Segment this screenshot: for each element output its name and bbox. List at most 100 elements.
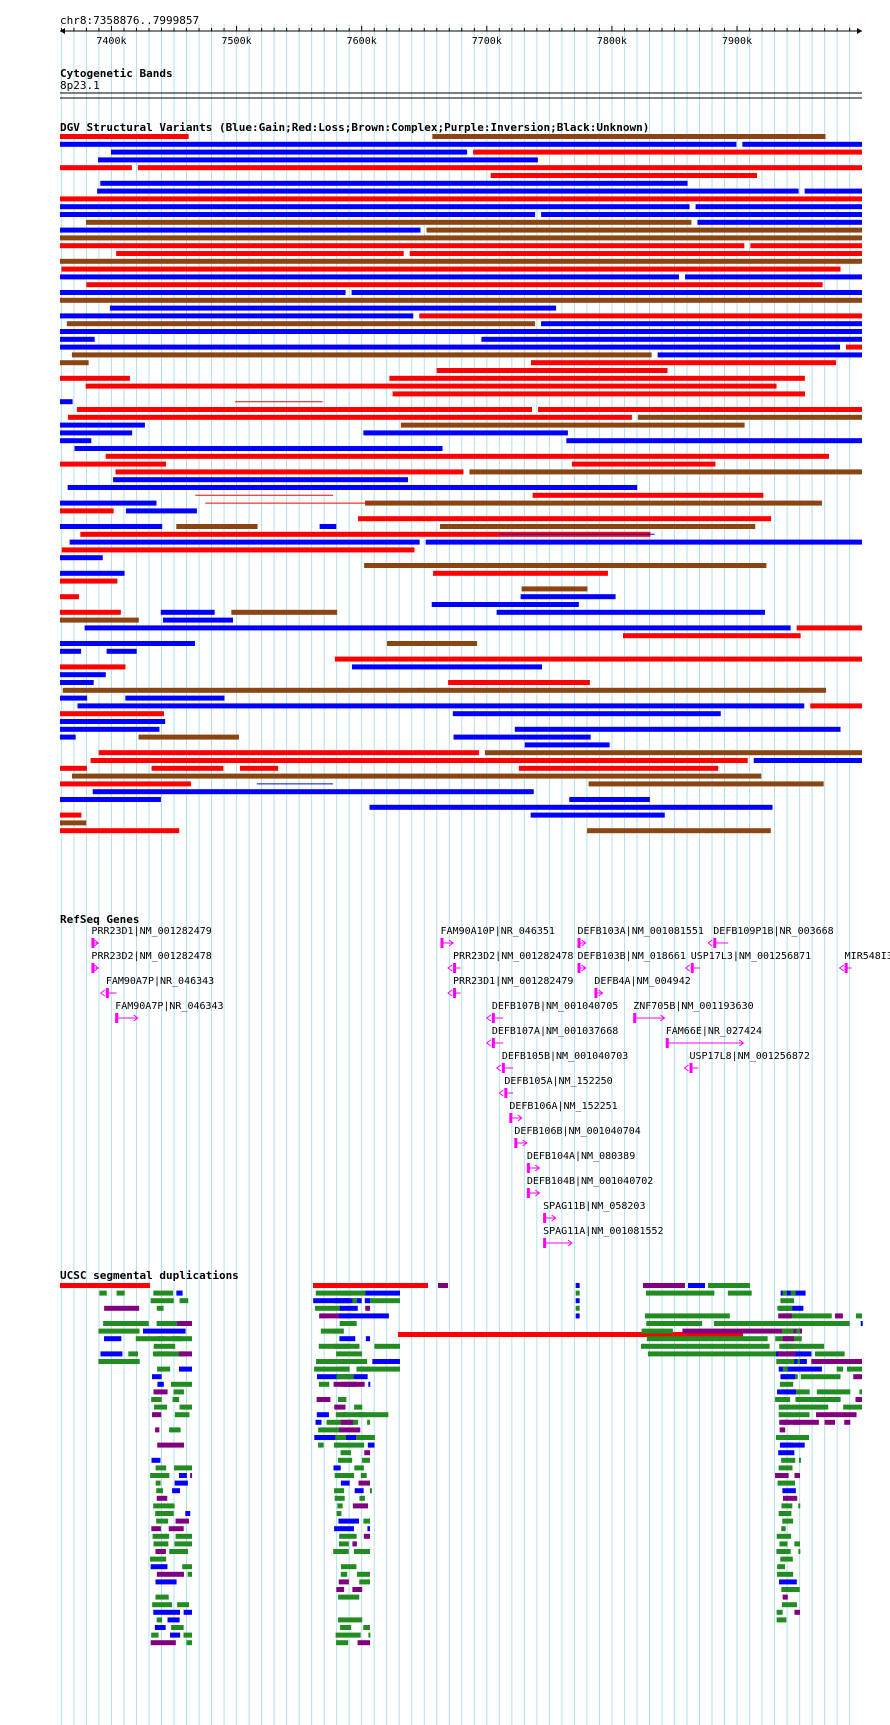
refseq-track-title[interactable]: RefSeq Genes — [60, 913, 140, 926]
segdup-purple-bar[interactable] — [438, 1283, 448, 1288]
sv-complex-bar[interactable] — [60, 360, 89, 366]
sv-loss-bar[interactable] — [60, 508, 114, 514]
segdup-green-bar[interactable] — [781, 1457, 796, 1463]
segdup-green-bar[interactable] — [338, 1541, 349, 1547]
segdup-purple-bar[interactable] — [781, 1419, 819, 1425]
sv-loss-bar[interactable] — [60, 578, 118, 584]
sv-gain-bar[interactable] — [109, 305, 557, 311]
segdup-green-bar[interactable] — [182, 1564, 192, 1570]
segdup-green-bar[interactable] — [335, 1442, 365, 1448]
sv-gain-bar[interactable] — [60, 500, 157, 506]
segdup-blue-bar[interactable] — [367, 1442, 375, 1448]
sv-gain-bar[interactable] — [452, 711, 721, 717]
segdup-green-bar[interactable] — [174, 1541, 192, 1547]
sv-loss-bar[interactable] — [389, 375, 805, 381]
sv-gain-bar[interactable] — [60, 570, 125, 576]
sv-gain-bar[interactable] — [566, 438, 862, 444]
sv-complex-bar[interactable] — [176, 524, 258, 529]
segdup-green-bar[interactable] — [798, 1457, 801, 1463]
segdup-green-bar[interactable] — [186, 1640, 192, 1646]
segdup-green-bar[interactable] — [99, 1290, 107, 1296]
segdup-blue-bar[interactable] — [100, 1351, 123, 1357]
segdup-purple-bar[interactable] — [157, 1442, 185, 1448]
sv-gain-bar[interactable] — [160, 609, 215, 615]
segdup-green-bar[interactable] — [356, 1571, 370, 1577]
segdup-green-bar[interactable] — [151, 1632, 159, 1638]
sv-gain-bar[interactable] — [92, 789, 534, 795]
sv-gain-bar[interactable] — [60, 438, 92, 444]
segdup-purple-bar[interactable] — [155, 1427, 160, 1433]
segdup-blue-bar[interactable] — [154, 1625, 166, 1630]
segdup-green-bar[interactable] — [171, 1336, 192, 1342]
sv-gain-bar[interactable] — [60, 313, 414, 319]
segdup-blue-bar[interactable] — [150, 1564, 168, 1570]
segdup-purple-bar[interactable] — [358, 1480, 370, 1486]
gene-exon[interactable] — [543, 1238, 547, 1248]
segdup-green-bar[interactable] — [816, 1389, 851, 1395]
refseq-genes-track[interactable]: PRR23D1|NM_001282479 PRR23D2|NM_001282478… — [91, 926, 890, 1248]
segdup-green-bar[interactable] — [154, 1404, 168, 1410]
segdup-blue-bar[interactable] — [153, 1609, 180, 1615]
segdup-green-bar[interactable] — [798, 1503, 801, 1509]
gene-label[interactable]: PRR23D2|NM_001282478 — [91, 951, 211, 962]
segdup-green-bar[interactable] — [156, 1488, 164, 1494]
gene-label[interactable]: DEFB105A|NM_152250 — [504, 1076, 612, 1087]
sv-loss-bar[interactable] — [151, 765, 224, 771]
segdup-green-bar[interactable] — [798, 1549, 801, 1554]
sv-gain-bar[interactable] — [60, 680, 94, 685]
sv-loss-bar[interactable] — [409, 251, 862, 256]
segdup-blue-bar[interactable] — [364, 1298, 370, 1304]
segdup-green-bar[interactable] — [353, 1549, 370, 1554]
segdup-purple-bar[interactable] — [811, 1359, 862, 1364]
sv-gain-bar[interactable] — [496, 609, 765, 615]
sv-gain-bar[interactable] — [657, 352, 862, 358]
segdup-green-bar[interactable] — [155, 1511, 174, 1516]
sv-loss-bar[interactable] — [490, 173, 758, 178]
segdup-blue-bar[interactable] — [183, 1609, 192, 1615]
sv-loss-bar[interactable] — [392, 391, 806, 397]
segdup-green-bar[interactable] — [777, 1305, 793, 1311]
sv-loss-bar[interactable] — [61, 547, 415, 553]
sv-loss-bar[interactable] — [433, 570, 608, 576]
segdup-green-bar[interactable] — [778, 1465, 793, 1471]
segdup-red-bar[interactable] — [60, 1283, 150, 1288]
segdup-purple-bar[interactable] — [782, 1594, 788, 1600]
gene-label[interactable]: SPAG11B|NM_058203 — [543, 1201, 645, 1212]
cytoband-track-title[interactable]: Cytogenetic Bands — [60, 67, 173, 80]
gene-exon[interactable] — [491, 1013, 495, 1023]
segdup-green-bar[interactable] — [340, 1290, 366, 1296]
sv-gain-bar[interactable] — [60, 141, 737, 147]
sv-complex-bar[interactable] — [400, 422, 745, 428]
segdup-green-bar[interactable] — [368, 1435, 375, 1440]
sv-gain-bar[interactable] — [60, 422, 145, 428]
segdup-green-bar[interactable] — [847, 1366, 862, 1372]
sv-gain-bar[interactable] — [524, 742, 610, 748]
segdup-purple-bar[interactable] — [152, 1412, 162, 1418]
segdup-green-bar[interactable] — [128, 1351, 139, 1357]
segdup-purple-bar[interactable] — [778, 1351, 796, 1357]
segdup-green-bar[interactable] — [575, 1290, 580, 1296]
segdup-green-bar[interactable] — [776, 1617, 787, 1623]
segdup-green-bar[interactable] — [174, 1412, 190, 1418]
segdup-purple-bar[interactable] — [782, 1336, 794, 1342]
segdup-blue-bar[interactable] — [575, 1298, 580, 1304]
segdup-blue-bar[interactable] — [575, 1283, 580, 1288]
segdup-green-bar[interactable] — [791, 1321, 800, 1326]
sv-gain-bar[interactable] — [60, 212, 536, 217]
segdup-green-bar[interactable] — [334, 1343, 350, 1349]
segdup-green-bar[interactable] — [157, 1336, 182, 1342]
segdup-green-bar[interactable] — [782, 1435, 795, 1440]
gene-exon[interactable] — [844, 963, 848, 973]
sv-loss-bar[interactable] — [116, 251, 404, 256]
segdup-green-bar[interactable] — [340, 1571, 348, 1577]
segdup-green-bar[interactable] — [334, 1488, 345, 1494]
segdup-green-bar[interactable] — [318, 1427, 341, 1433]
sv-loss-bar[interactable] — [60, 664, 126, 670]
segdup-purple-bar[interactable] — [793, 1419, 800, 1425]
segdup-green-bar[interactable] — [794, 1541, 800, 1547]
segdup-purple-bar[interactable] — [779, 1427, 786, 1433]
sv-loss-bar[interactable] — [85, 383, 777, 389]
segdup-green-bar[interactable] — [646, 1321, 703, 1326]
sv-gain-bar[interactable] — [60, 329, 862, 334]
segdup-blue-bar[interactable] — [354, 1488, 364, 1494]
